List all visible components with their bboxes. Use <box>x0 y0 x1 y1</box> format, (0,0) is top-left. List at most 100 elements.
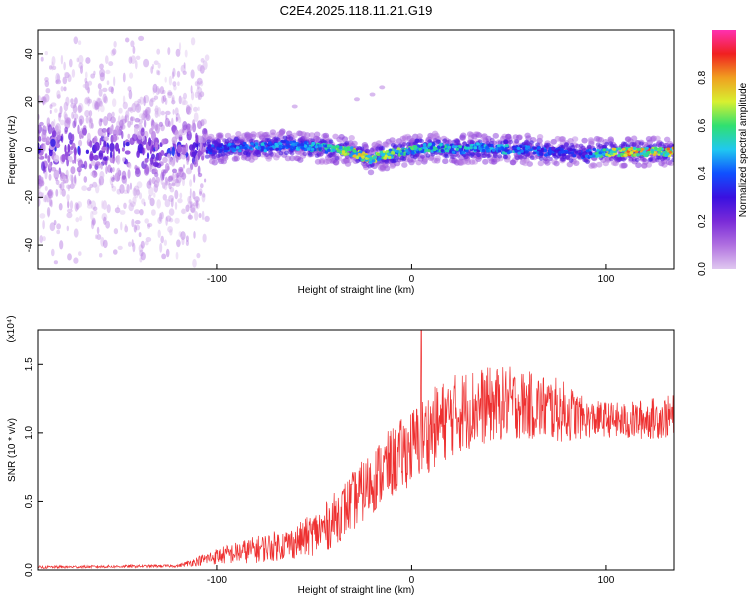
spectrogram-noise-cell <box>195 201 200 210</box>
spectrogram-noise-cell <box>141 198 146 205</box>
spectrogram-ridge-cell <box>514 149 518 153</box>
spectrogram-ridge-cell <box>231 139 237 144</box>
spectrogram-noise-cell <box>190 69 195 79</box>
spectrogram-ridge-cell <box>274 142 279 146</box>
spectrogram-noise-cell <box>188 212 192 220</box>
spectrogram-noise-cell <box>168 208 175 216</box>
spectrogram-noise-cell <box>97 83 102 90</box>
spectrogram-ridge-cell <box>318 144 322 148</box>
spectrogram-noise-cell <box>136 103 140 111</box>
spectrogram-noise-cell <box>134 220 141 225</box>
spectrogram-noise-cell <box>164 110 171 116</box>
spectrogram-noise-cell <box>59 240 64 250</box>
spectrogram-noise-cell <box>102 87 108 93</box>
spectrogram-noise-cell <box>130 201 136 207</box>
spectrogram-noise-cell <box>86 204 93 209</box>
spectrogram-noise-cell <box>160 211 164 220</box>
spectrogram-ridge-cell <box>218 143 222 147</box>
spectrogram-noise-cell <box>122 157 126 163</box>
spectrogram-noise-cell <box>76 201 82 208</box>
snr-frame <box>37 329 675 571</box>
spectrogram-noise-cell <box>154 141 159 152</box>
spectrogram-noise-cell <box>85 71 88 79</box>
spectrogram-ridge-cell <box>535 151 540 155</box>
spectrogram-noise-cell <box>135 60 138 70</box>
spectrogram-noise-cell <box>183 92 187 100</box>
spectrogram-noise-cell <box>180 64 186 73</box>
spectrogram-ridge-cell <box>204 154 210 159</box>
spectrogram-ridge-cell <box>578 143 584 148</box>
spectrogram-noise-cell <box>40 179 45 187</box>
spectrogram-ridge-cell <box>461 150 465 154</box>
spectrogram-noise-cell <box>38 147 41 154</box>
spectrogram-ridge-cell <box>231 148 235 152</box>
spectrogram-noise-cell <box>111 177 115 182</box>
spectrogram-ridge-cell <box>657 143 663 148</box>
spectrogram-noise-cell <box>92 99 97 110</box>
spectrogram-ridge-cell <box>473 146 478 150</box>
spectrogram-ridge-cell <box>529 148 533 152</box>
spectrogram-noise-cell <box>81 185 88 191</box>
spectrogram-noise-cell <box>148 194 152 201</box>
spectrogram-noise-cell <box>174 189 179 200</box>
spectrogram-noise-cell <box>95 234 98 240</box>
spectrogram-noise-cell <box>199 91 205 98</box>
spectrogram-ridge-cell <box>536 146 541 150</box>
spectrogram-noise-cell <box>160 110 165 116</box>
spectrogram-noise-cell <box>178 231 182 238</box>
spectrogram-ridge-cell <box>664 136 671 143</box>
spectrogram-ridge-cell <box>332 148 336 152</box>
spectrogram-ridge-cell <box>441 145 445 149</box>
spectrogram-ridge-cell <box>622 147 626 151</box>
spectrogram-noise-cell <box>75 203 80 210</box>
snr-series-line <box>38 330 674 570</box>
spectrogram-noise-cell <box>44 194 47 203</box>
spectrogram-ridge-cell <box>254 145 259 149</box>
spectrogram-noise-cell <box>44 80 50 88</box>
spectrogram-ridge-cell <box>231 156 239 162</box>
spectrogram-noise-cell <box>61 153 66 163</box>
spectrogram-noise-cell <box>101 146 107 152</box>
spectrogram-noise-cell <box>72 104 78 114</box>
spectrogram-ridge-cell <box>292 146 297 150</box>
spectrogram-noise-cell <box>60 86 64 92</box>
spectrogram-y-tick-label: 20 <box>24 96 35 108</box>
spectrogram-noise-cell <box>155 123 161 134</box>
spectrogram-ridge-cell <box>447 145 452 149</box>
spectrogram-ridge-cell <box>451 150 456 154</box>
spectrogram-ridge-cell <box>278 151 284 156</box>
spectrogram-noise-cell <box>108 86 114 93</box>
spectrogram-ridge-cell <box>405 142 411 147</box>
spectrogram-noise-cell <box>81 127 88 136</box>
spectrogram-noise-cell <box>44 51 48 56</box>
spectrogram-ridge-cell <box>658 147 662 151</box>
spectrogram-ridge-cell <box>358 156 362 160</box>
spectrogram-noise-cell <box>171 71 175 79</box>
spectrogram-ridge-cell <box>334 156 340 161</box>
colorbar-tick-label: 0.0 <box>697 262 708 276</box>
spectrogram-ridge-cell <box>628 147 632 152</box>
spectrogram-ridge-cell <box>300 136 305 141</box>
spectrogram-ridge-cell <box>492 132 499 139</box>
spectrogram-noise-cell <box>168 218 174 223</box>
spectrogram-ridge-cell <box>396 147 401 151</box>
spectrogram-ridge-cell <box>413 146 418 151</box>
spectrogram-noise-cell <box>149 165 152 173</box>
spectrogram-noise-cell <box>171 94 175 105</box>
spectrogram-noise-cell <box>58 112 62 118</box>
spectrogram-ridge-cell <box>303 148 308 152</box>
spectrogram-noise-cell <box>106 204 111 214</box>
spectrogram-noise-cell <box>164 176 168 186</box>
spectrogram-noise-cell <box>71 69 76 78</box>
snr-x-axis-label: Height of straight line (km) <box>298 585 415 596</box>
spectrogram-noise-cell <box>118 107 123 114</box>
spectrogram-ridge-cell <box>584 154 589 158</box>
spectrogram-noise-cell <box>151 177 156 185</box>
spectrogram-ridge-cell <box>624 136 632 143</box>
spectrogram-noise-cell <box>84 97 89 105</box>
spectrogram-ridge-cell <box>222 155 229 161</box>
spectrogram-ridge-cell <box>311 141 316 146</box>
spectrogram-noise-cell <box>195 134 199 145</box>
spectrogram-noise-cell <box>84 81 89 91</box>
spectrogram-noise-cell <box>130 55 136 64</box>
